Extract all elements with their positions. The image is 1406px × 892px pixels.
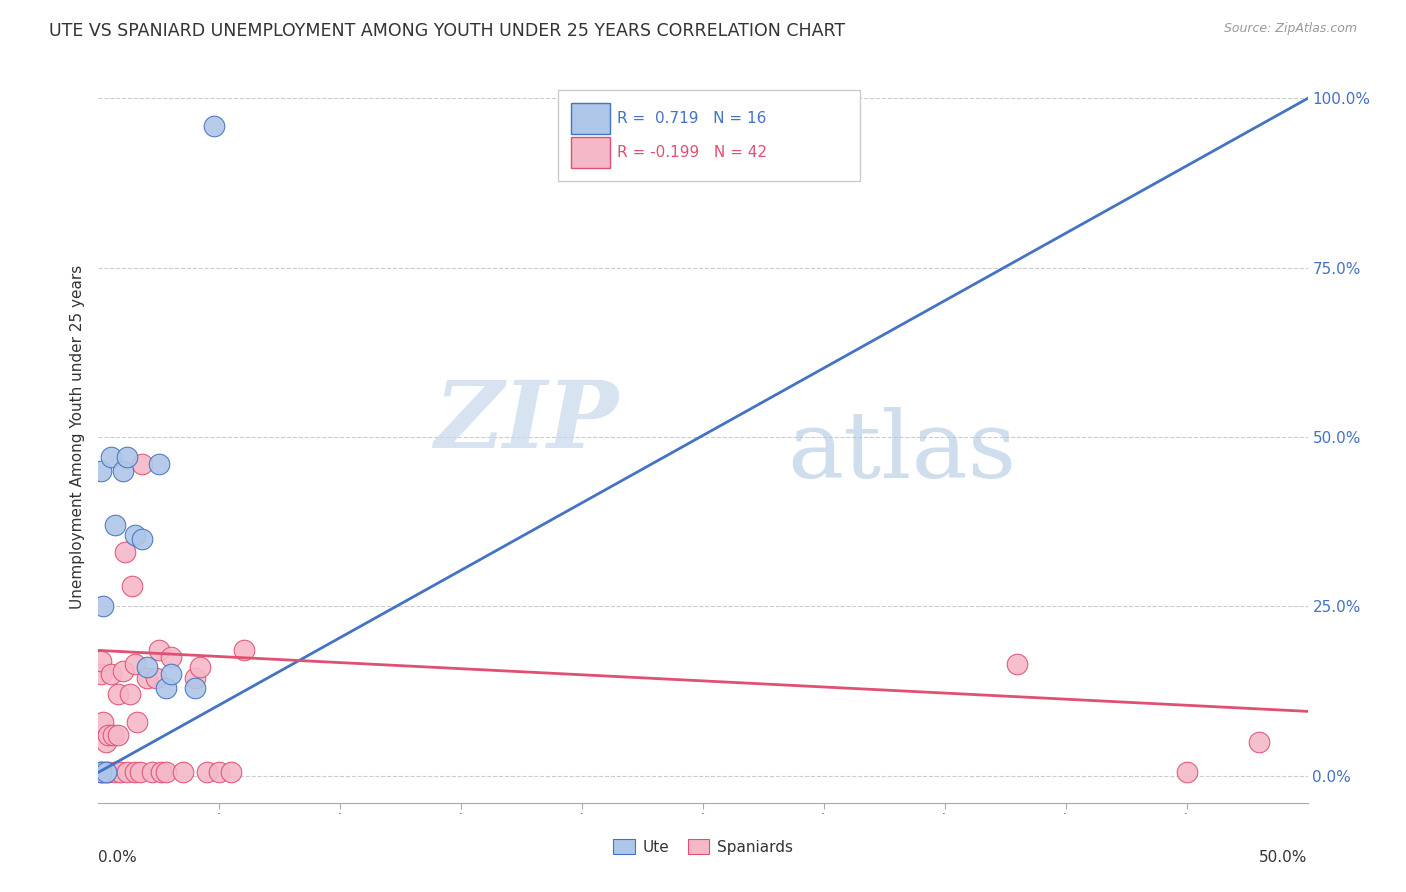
Point — [91, 599, 114, 614]
Point — [94, 735, 117, 749]
Point — [160, 667, 183, 681]
Point — [91, 714, 114, 729]
Point — [232, 643, 254, 657]
Point — [100, 667, 122, 681]
Point — [141, 765, 163, 780]
Point — [1007, 657, 1029, 671]
Point — [221, 765, 243, 780]
Point — [107, 688, 129, 702]
Point — [124, 528, 146, 542]
Point — [148, 457, 170, 471]
FancyBboxPatch shape — [558, 90, 860, 181]
Text: Source: ZipAtlas.com: Source: ZipAtlas.com — [1223, 22, 1357, 36]
Point — [128, 765, 150, 780]
Point — [117, 450, 139, 465]
Point — [97, 728, 120, 742]
Point — [107, 728, 129, 742]
Point — [184, 681, 207, 695]
Point — [104, 765, 127, 780]
Point — [1249, 735, 1271, 749]
Point — [131, 457, 153, 471]
Point — [155, 765, 177, 780]
Text: 50.0%: 50.0% — [1260, 850, 1308, 865]
Point — [94, 765, 117, 780]
Text: ZIP: ZIP — [434, 377, 619, 467]
Point — [108, 765, 131, 780]
Text: atlas: atlas — [787, 407, 1017, 497]
Point — [184, 671, 207, 685]
Point — [90, 464, 112, 478]
Point — [100, 450, 122, 465]
Point — [101, 728, 124, 742]
Point — [114, 545, 136, 559]
Text: 0.0%: 0.0% — [98, 850, 138, 865]
Point — [204, 119, 226, 133]
Point — [104, 518, 127, 533]
Point — [131, 532, 153, 546]
Point — [124, 765, 146, 780]
Point — [117, 765, 139, 780]
Point — [208, 765, 231, 780]
Point — [90, 765, 112, 780]
Point — [91, 765, 114, 780]
Point — [160, 650, 183, 665]
Point — [90, 667, 112, 681]
Point — [172, 765, 194, 780]
FancyBboxPatch shape — [571, 103, 610, 134]
Point — [111, 664, 134, 678]
Point — [135, 671, 157, 685]
FancyBboxPatch shape — [571, 137, 610, 168]
Point — [94, 765, 117, 780]
Point — [150, 765, 173, 780]
Point — [135, 660, 157, 674]
Point — [121, 579, 143, 593]
Legend: Ute, Spaniards: Ute, Spaniards — [607, 833, 799, 861]
Point — [90, 654, 112, 668]
Point — [188, 660, 211, 674]
Point — [145, 671, 167, 685]
Text: UTE VS SPANIARD UNEMPLOYMENT AMONG YOUTH UNDER 25 YEARS CORRELATION CHART: UTE VS SPANIARD UNEMPLOYMENT AMONG YOUTH… — [49, 22, 845, 40]
Point — [111, 464, 134, 478]
Point — [118, 688, 141, 702]
Point — [195, 765, 218, 780]
Point — [124, 657, 146, 671]
Point — [90, 765, 112, 780]
Point — [127, 714, 149, 729]
Point — [1175, 765, 1198, 780]
Y-axis label: Unemployment Among Youth under 25 years: Unemployment Among Youth under 25 years — [69, 265, 84, 609]
Point — [155, 681, 177, 695]
Point — [97, 765, 120, 780]
Point — [148, 643, 170, 657]
Text: R =  0.719   N = 16: R = 0.719 N = 16 — [617, 111, 766, 126]
Text: R = -0.199   N = 42: R = -0.199 N = 42 — [617, 145, 768, 160]
